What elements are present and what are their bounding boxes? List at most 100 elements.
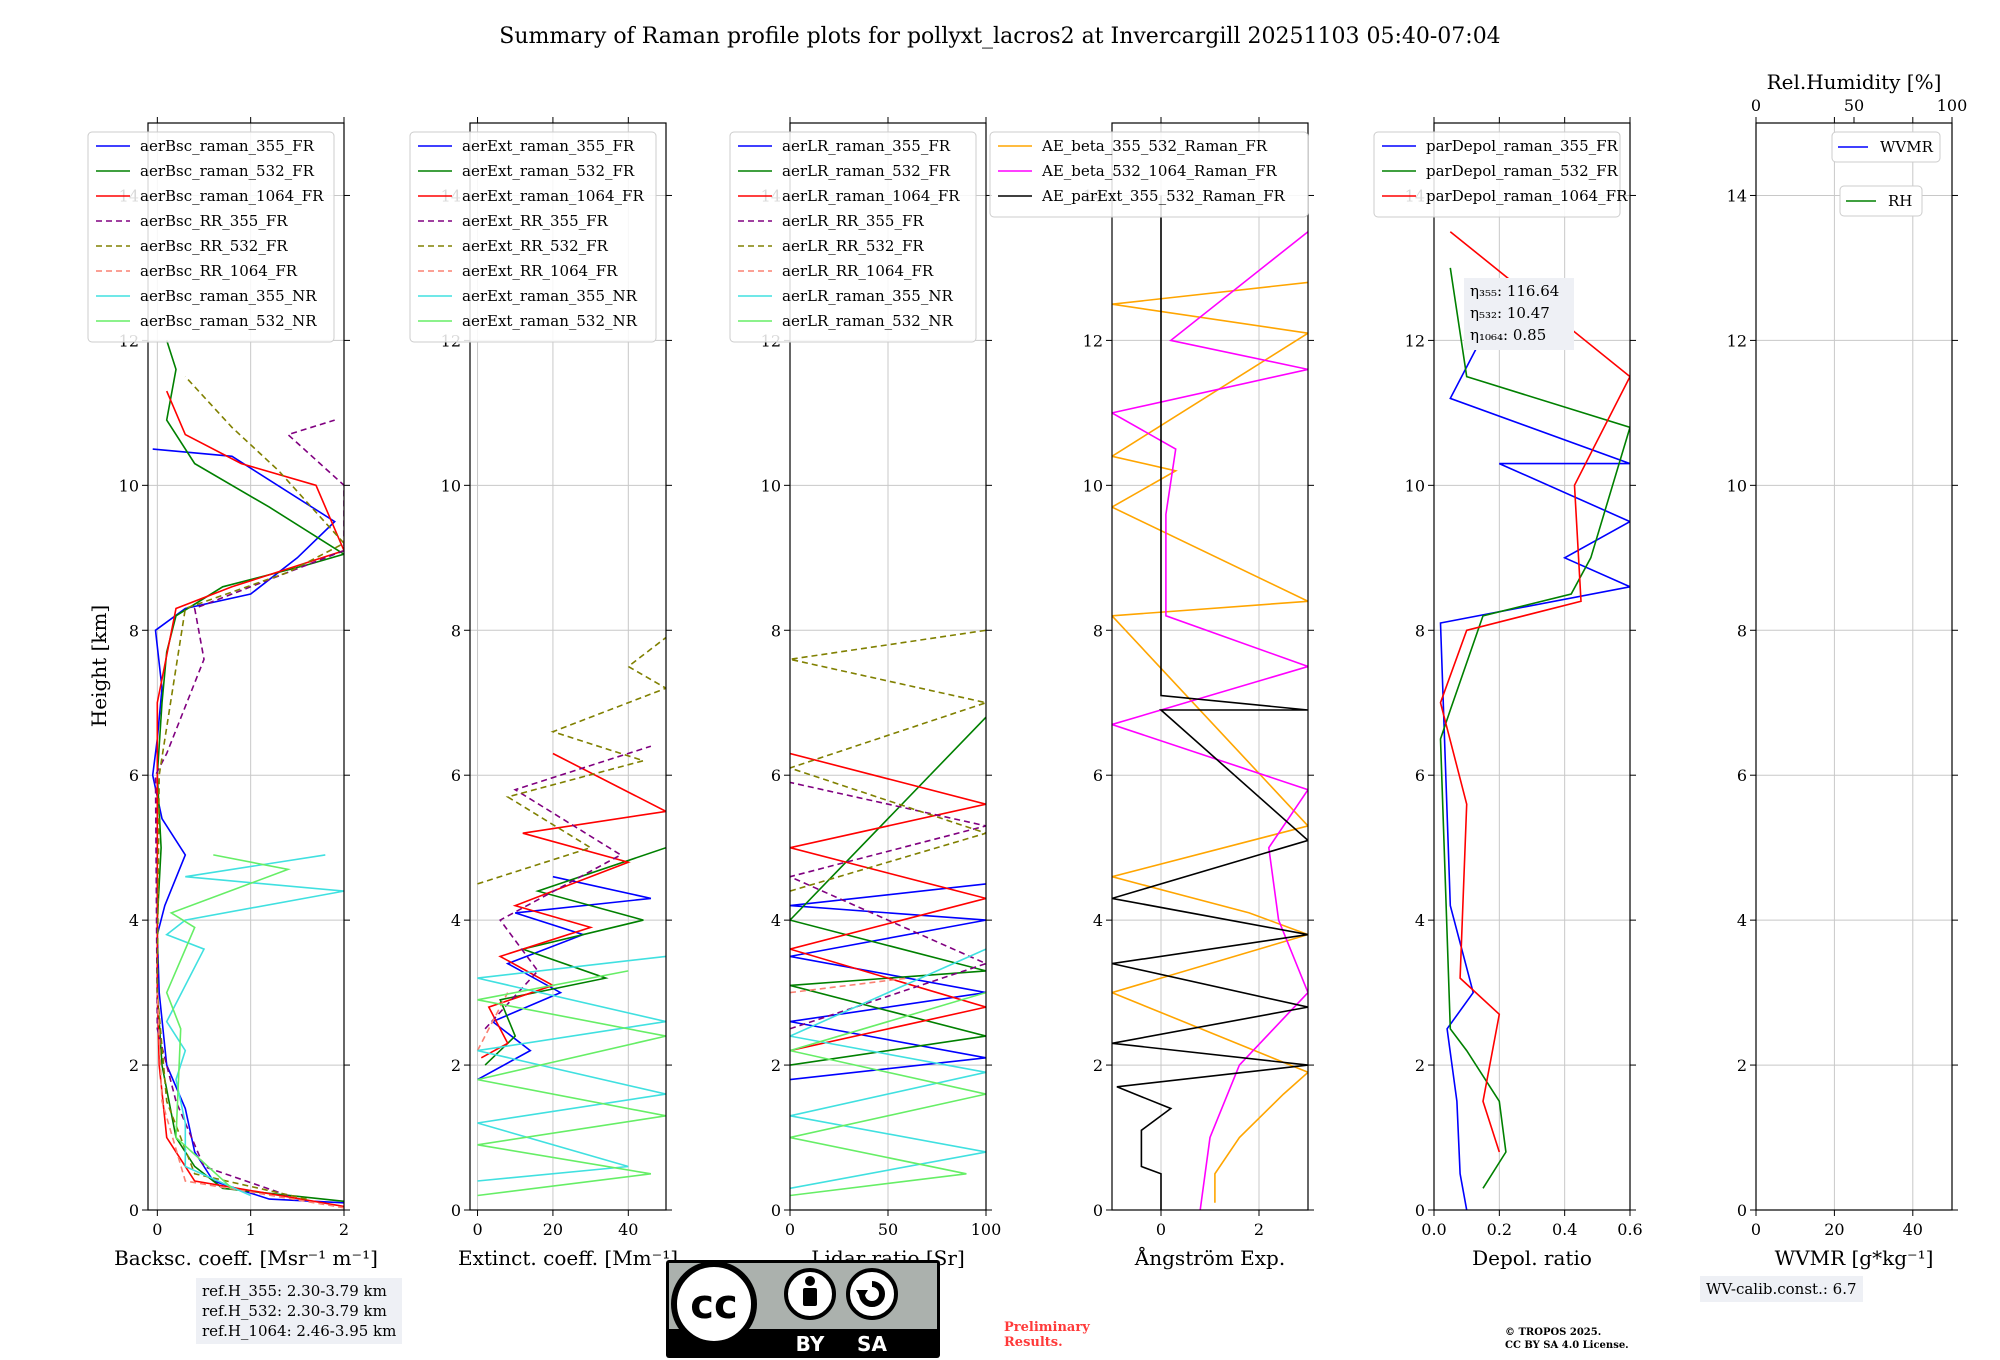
legend-item-aerBsc_RR_532_FR: aerBsc_RR_532_FR (140, 237, 288, 255)
y-tick-label: 8 (1737, 621, 1747, 640)
y-tick-label: 10 (1083, 476, 1103, 495)
legend-item-aerExt_raman_355_FR: aerExt_raman_355_FR (462, 137, 635, 155)
series-parDepol_raman_1064_FR (1439, 231, 1630, 1153)
series-aerBsc_raman_355_NR (165, 854, 344, 1197)
series-aerExt_raman_532_NR (477, 970, 666, 1197)
legend-item-aerExt_raman_355_NR: aerExt_raman_355_NR (462, 287, 638, 305)
legend-box (87, 131, 335, 343)
y-tick-label: 2 (451, 1056, 461, 1075)
x-tick-label: 2 (1254, 1220, 1264, 1239)
legend-box (989, 131, 1309, 218)
series-aerExt_raman_355_FR (477, 875, 652, 1081)
share-alike-icon (846, 1268, 898, 1320)
x-axis-label: Backsc. coeff. [Msr⁻¹ m⁻¹] (114, 1246, 378, 1270)
y-tick-label: 2 (1415, 1056, 1425, 1075)
y-tick-label: 4 (771, 911, 781, 930)
series-aerExt_RR_355_FR (484, 745, 652, 1030)
y-tick-label: 10 (1727, 476, 1747, 495)
series-group (790, 629, 986, 1197)
legend-item-aerLR_raman_355_NR: aerLR_raman_355_NR (782, 287, 953, 305)
panel-backscatter: 02468101214012Backsc. coeff. [Msr⁻¹ m⁻¹]… (87, 117, 378, 1270)
y-tick-label: 4 (129, 911, 139, 930)
legend-item-aerBsc_raman_355_NR: aerBsc_raman_355_NR (140, 287, 317, 305)
eta-value: η₃₅₅: 116.64 (1470, 282, 1559, 300)
series-aerBsc_RR_355_FR (154, 419, 344, 1197)
y-tick-label: 6 (129, 766, 139, 785)
preliminary-results-note: Preliminary Results. (1004, 1320, 1090, 1350)
legend-item-aerBsc_RR_1064_FR: aerBsc_RR_1064_FR (140, 262, 298, 280)
legend-item-AE_beta_355_532_Raman_FR: AE_beta_355_532_Raman_FR (1041, 137, 1268, 155)
legend-item-aerBsc_raman_355_FR: aerBsc_raman_355_FR (140, 137, 315, 155)
series-aerBsc_raman_1064_FR (156, 390, 344, 1208)
axes-frame (1111, 122, 1309, 1211)
annotation-box (1464, 278, 1574, 350)
y-tick-label: 6 (1415, 766, 1425, 785)
series-parDepol_raman_532_FR (1439, 267, 1630, 1189)
legend-item-aerBsc_raman_532_FR: aerBsc_raman_532_FR (140, 162, 315, 180)
panel-water_vapor: 0 2 4 6 8 10 12 14 0 20 40 WVMR [g*kg⁻¹] 0 50 100 Rel.H… (1727, 70, 1968, 1270)
wv-calibration-note: WV-calib.const.: 6.7 (1700, 1276, 1863, 1302)
y-axis-label: Height [km] (87, 605, 111, 727)
legend-item-aerLR_RR_355_FR: aerLR_RR_355_FR (782, 212, 924, 230)
panel-extinction: 0246810121402040Extinct. coeff. [Mm⁻¹]ae… (409, 117, 678, 1270)
cc-logo-text: cc (690, 1282, 737, 1328)
y-tick-label: 6 (1093, 766, 1103, 785)
legend-item-aerExt_raman_1064_FR: aerExt_raman_1064_FR (462, 187, 644, 205)
legend-item-parDepol_raman_1064_FR: parDepol_raman_1064_FR (1426, 187, 1628, 205)
top-x-tick-label: 50 (1844, 96, 1864, 115)
series-aerLR_raman_355_NR (790, 948, 986, 1190)
y-tick-label: 10 (761, 476, 781, 495)
y-tick-label: 0 (451, 1201, 461, 1220)
series-aerExt_raman_532_FR (484, 846, 666, 1066)
series-aerLR_RR_532_FR (790, 629, 986, 892)
legend-item-aerLR_raman_532_FR: aerLR_raman_532_FR (782, 162, 951, 180)
x-tick-label: 0 (785, 1220, 795, 1239)
y-tick-label: 12 (1405, 331, 1425, 350)
y-tick-label: 8 (1093, 621, 1103, 640)
y-tick-label: 4 (1415, 911, 1425, 930)
legend-item-WVMR: WVMR (1831, 131, 1941, 163)
series-AE_beta_355_532_Raman_FR (1112, 281, 1308, 1203)
x-tick-label: 40 (618, 1220, 638, 1239)
series-aerExt_RR_532_FR (477, 636, 666, 885)
legend-label: WVMR (1880, 138, 1934, 156)
y-tick-label: 2 (129, 1056, 139, 1075)
copyright-note: © TROPOS 2025. CC BY SA 4.0 License. (1505, 1327, 1629, 1351)
y-tick-label: 4 (451, 911, 461, 930)
x-axis-label: Extinct. coeff. [Mm⁻¹] (458, 1246, 678, 1270)
ref-h-1064: ref.H_1064: 2.46-3.95 km (202, 1322, 397, 1340)
legend: aerLR_raman_355_FR aerLR_raman_532_FR aerL… (729, 131, 977, 343)
legend-item-AE_beta_532_1064_Raman_FR: AE_beta_532_1064_Raman_FR (1041, 162, 1277, 180)
x-tick-label: 0.4 (1552, 1220, 1577, 1239)
y-tick-label: 6 (1737, 766, 1747, 785)
legend-item-aerExt_RR_355_FR: aerExt_RR_355_FR (462, 212, 609, 230)
y-tick-label: 2 (1093, 1056, 1103, 1075)
legend-item-aerLR_raman_355_FR: aerLR_raman_355_FR (782, 137, 951, 155)
panel-angstrom: 0246810121402Ångström Exp.AE_beta_355_53… (989, 117, 1314, 1270)
legend-item-aerBsc_raman_1064_FR: aerBsc_raman_1064_FR (140, 187, 324, 205)
y-tick-label: 0 (129, 1201, 139, 1220)
y-tick-label: 6 (771, 766, 781, 785)
series-AE_beta_532_1064_Raman_FR (1112, 231, 1308, 1210)
ref-h-532: ref.H_532: 2.30-3.79 km (202, 1302, 387, 1320)
y-tick-label: 2 (771, 1056, 781, 1075)
axes-frame (1755, 122, 1953, 1211)
legend-item-aerExt_RR_1064_FR: aerExt_RR_1064_FR (462, 262, 618, 280)
x-tick-label: 2 (339, 1220, 349, 1239)
legend-item-AE_parExt_355_532_Raman_FR: AE_parExt_355_532_Raman_FR (1041, 187, 1286, 205)
legend-item-parDepol_raman_355_FR: parDepol_raman_355_FR (1426, 137, 1619, 155)
y-tick-label: 4 (1093, 911, 1103, 930)
series-aerBsc_raman_532_FR (156, 340, 344, 1203)
x-tick-label: 0 (1156, 1220, 1166, 1239)
panel-lidar_ratio: 02468101214050100Lidar ratio [Sr]aerLR_r… (729, 117, 1001, 1270)
series-AE_parExt_355_532_Raman_FR (1112, 195, 1308, 1210)
x-tick-label: 0 (1751, 1220, 1761, 1239)
legend-item-aerBsc_raman_532_NR: aerBsc_raman_532_NR (140, 312, 317, 330)
y-tick-label: 12 (1727, 331, 1747, 350)
y-tick-label: 2 (1737, 1056, 1747, 1075)
legend-item-parDepol_raman_532_FR: parDepol_raman_532_FR (1426, 162, 1619, 180)
series-parDepol_raman_355_FR (1439, 303, 1630, 1210)
legend-box (729, 131, 977, 343)
series-aerBsc_RR_1064_FR (156, 992, 344, 1209)
